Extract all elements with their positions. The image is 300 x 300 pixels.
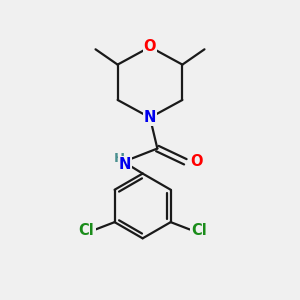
Text: Cl: Cl	[191, 224, 206, 238]
Text: O: O	[190, 154, 203, 169]
Text: O: O	[144, 39, 156, 54]
Text: H: H	[113, 152, 124, 165]
Text: N: N	[144, 110, 156, 125]
Text: N: N	[119, 157, 131, 172]
Text: Cl: Cl	[79, 224, 94, 238]
